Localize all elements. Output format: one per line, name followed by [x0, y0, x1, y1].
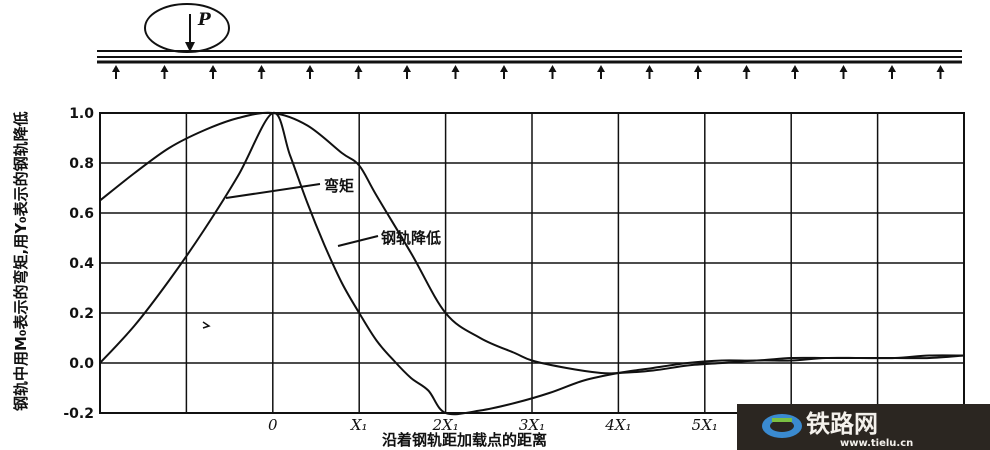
watermark-logo-icon: [762, 414, 802, 438]
support-arrow-head: [645, 65, 654, 72]
support-arrow-head: [791, 65, 799, 72]
moment-label: 弯矩: [324, 177, 354, 195]
y-tick-label: 0.8: [69, 156, 94, 172]
y-axis-label: 钢轨中用M₀表示的弯矩,用Y₀表示的钢轨降低: [12, 111, 30, 411]
support-arrow-head: [451, 65, 460, 72]
series-moment-line: [99, 111, 965, 416]
grid: [100, 112, 964, 414]
watermark: 铁路网 www.tielu.cn: [737, 404, 990, 450]
y-tick-label: 1.0: [69, 106, 94, 122]
moment-leader-line: [225, 183, 321, 199]
support-arrow-head: [936, 65, 945, 72]
support-arrow-head: [160, 65, 169, 72]
x-tick-label: X₁: [350, 416, 368, 434]
support-arrow-head: [888, 65, 896, 72]
support-arrow-head: [354, 65, 363, 72]
x-tick-labels: 0 X₁ 2X₁ 3X₁ 4X₁ 5X₁: [268, 416, 718, 434]
watermark-url: www.tielu.cn: [840, 438, 913, 449]
y-tick-label: 0.0: [69, 356, 94, 372]
y-tick-labels: 1.0 0.8 0.6 0.4 0.2 0.0 -0.2: [63, 106, 94, 422]
x-tick-label: 3X₁: [519, 416, 545, 434]
support-arrow-head: [548, 65, 557, 72]
support-arrow-head: [694, 65, 702, 72]
support-arrow-head: [742, 65, 751, 72]
plot-frame: [99, 112, 965, 414]
support-arrow-head: [500, 65, 508, 72]
load-arrow-head: [185, 42, 195, 52]
support-arrows: [112, 65, 945, 79]
support-arrow-head: [257, 65, 266, 72]
y-tick-label: 0.2: [69, 306, 94, 322]
support-arrow-head: [306, 65, 314, 72]
support-arrow-head: [112, 65, 120, 72]
x-tick-label: 0: [268, 416, 278, 434]
support-arrow-head: [209, 65, 217, 72]
watermark-title: 铁路网: [806, 410, 878, 438]
support-arrow-head: [839, 65, 848, 72]
deflection-leader-line: [337, 235, 379, 247]
series-deflection-line: [99, 111, 965, 375]
chart-area: 1.0 0.8 0.6 0.4 0.2 0.0 -0.2 0 X₁ 2X₁ 3X₁ 4X₁ 5X₁ 弯…: [12, 106, 965, 449]
support-arrow-head: [597, 65, 605, 72]
x-tick-label: 5X₁: [692, 416, 718, 434]
x-tick-label: 4X₁: [604, 416, 631, 434]
load-label: P: [197, 10, 212, 30]
small-mark: [202, 321, 211, 329]
x-tick-label: 2X₁: [431, 416, 458, 434]
deflection-label: 钢轨降低: [381, 229, 441, 247]
x-axis-label: 沿着钢轨距加载点的距离: [382, 431, 547, 449]
y-tick-label: 0.6: [69, 206, 94, 222]
support-arrow-head: [403, 65, 411, 72]
y-tick-label: -0.2: [63, 406, 94, 422]
load-diagram: P: [97, 3, 962, 79]
y-tick-label: 0.4: [69, 256, 94, 272]
